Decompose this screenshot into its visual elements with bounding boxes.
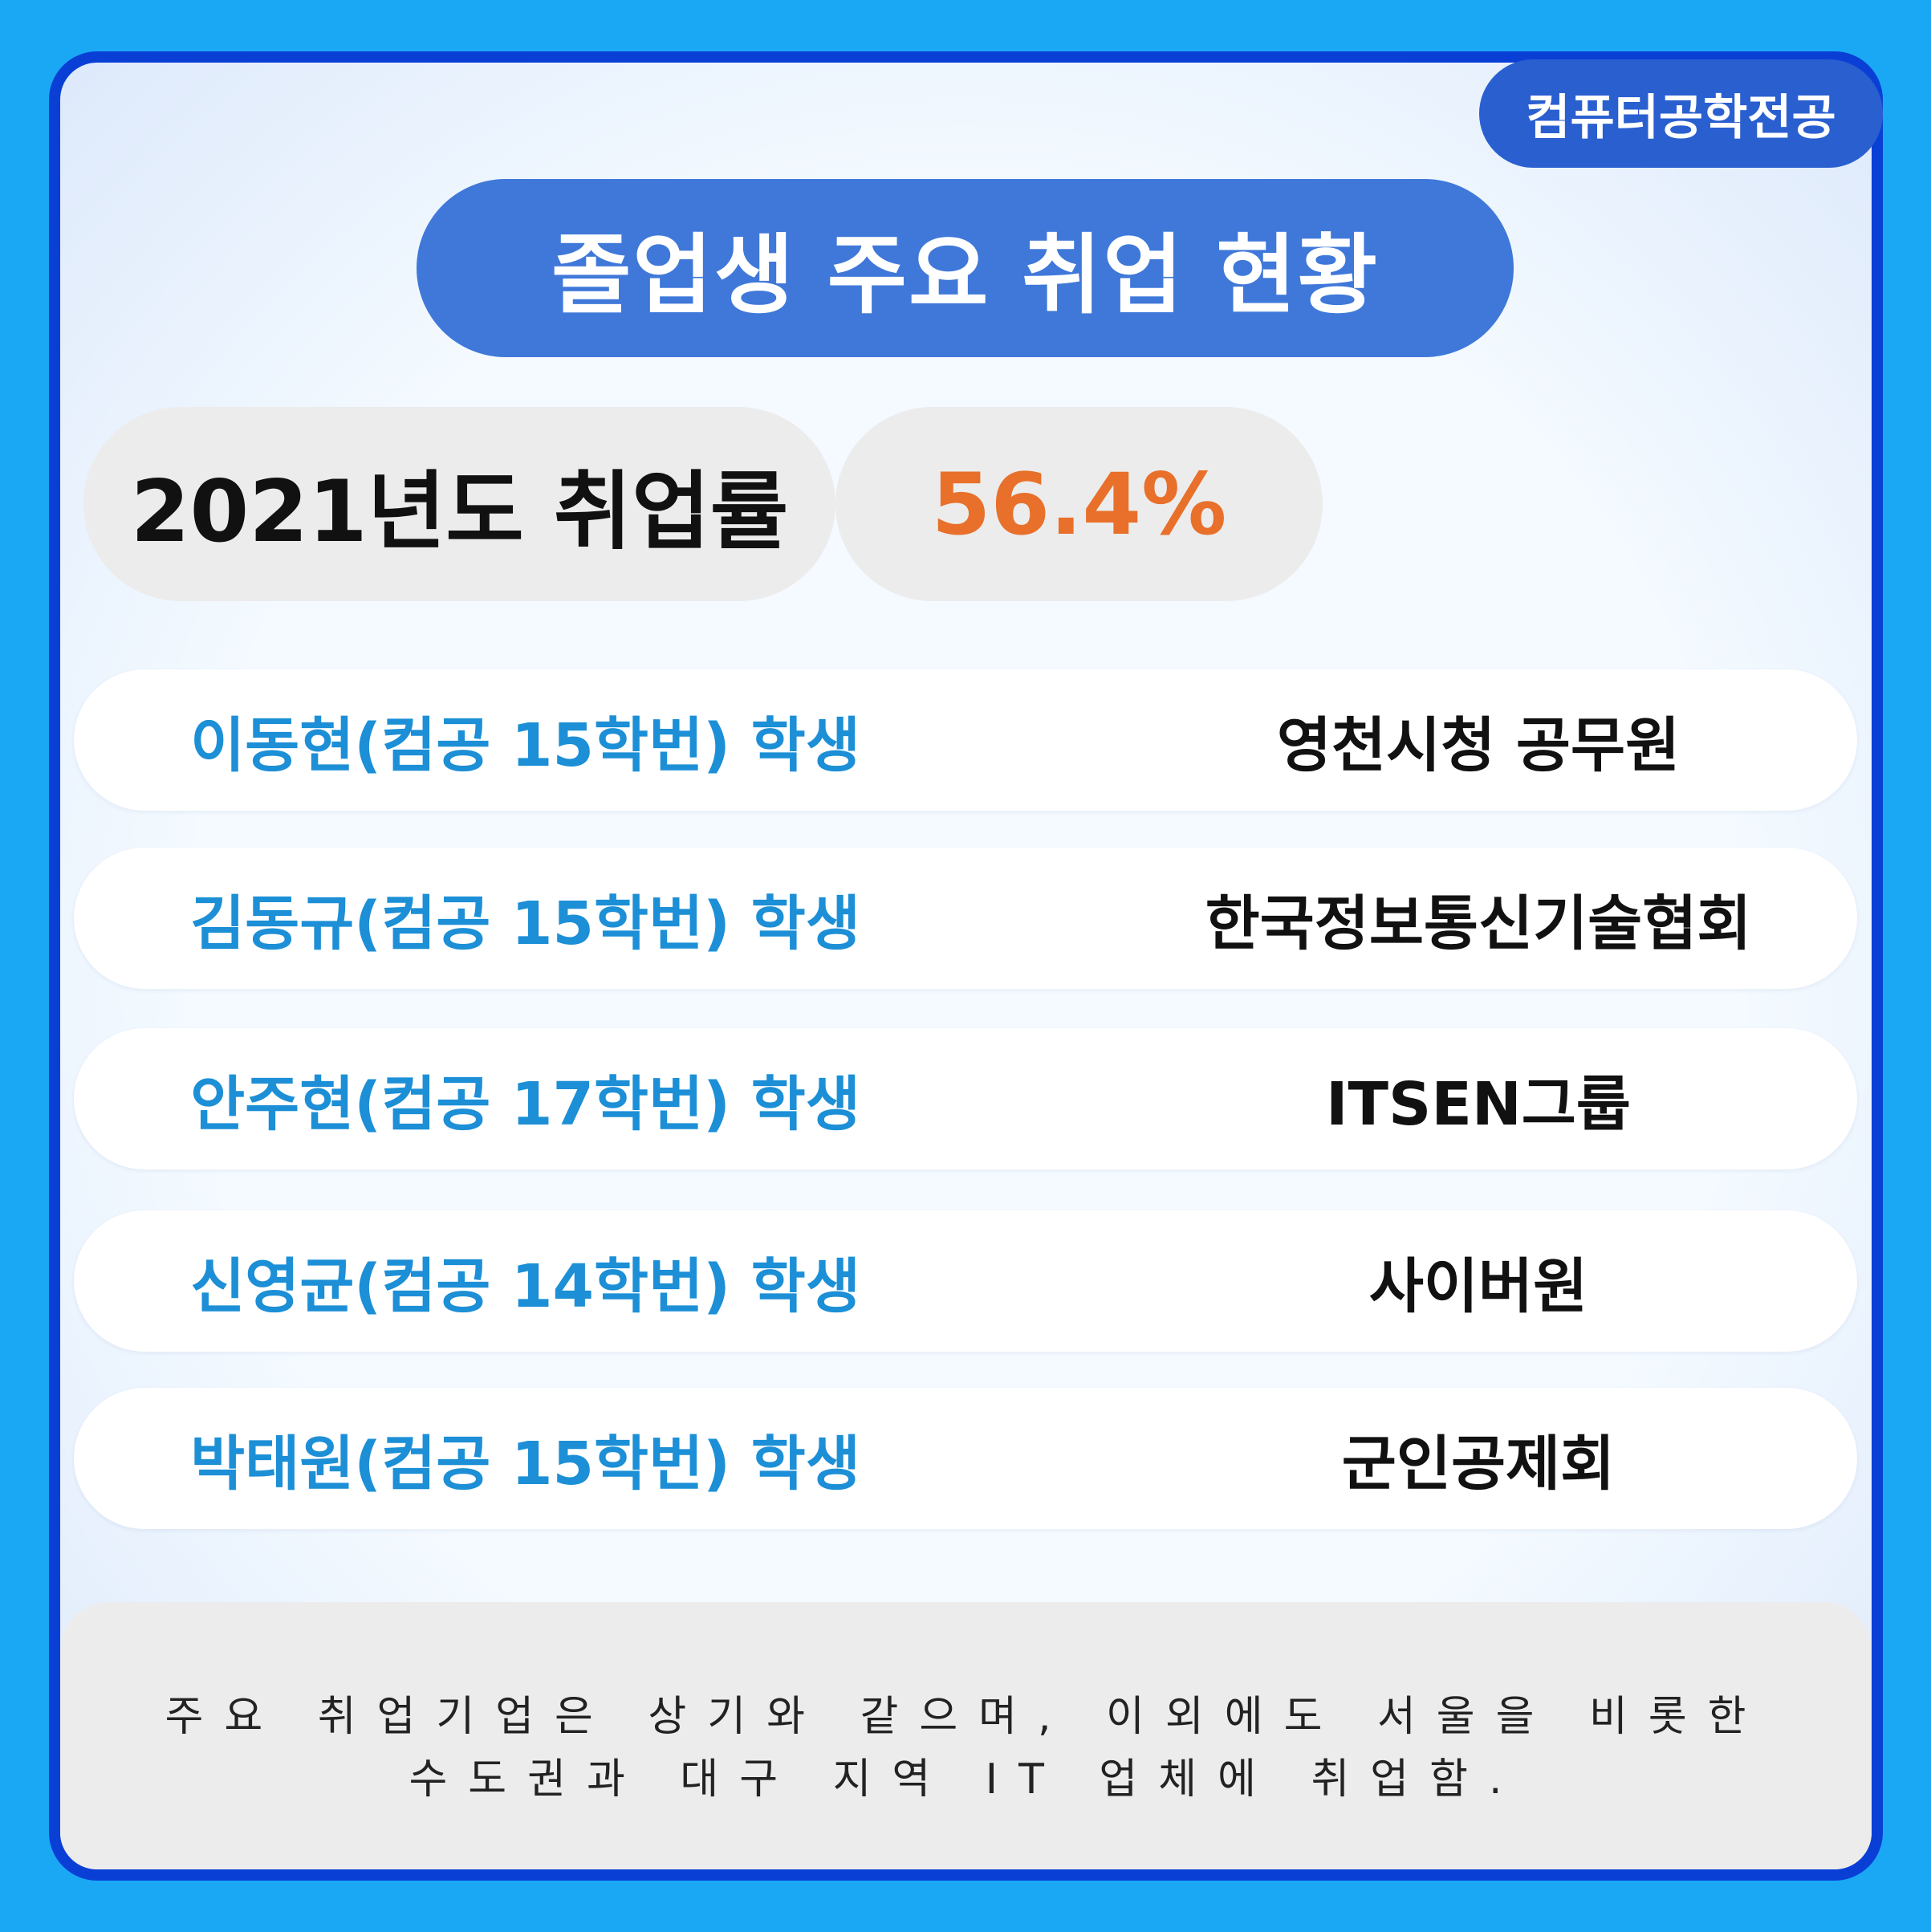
graduate-name: 안주현(컴공 17학번) 학생	[190, 1069, 860, 1139]
employment-rate-label: 2021년도 취업률	[83, 407, 835, 601]
footer-line-2: 수도권과 대구 지역 IT 업체에 취업함.	[409, 1755, 1523, 1804]
list-item: 박태원(컴공 15학번) 학생 군인공제회	[74, 1388, 1857, 1529]
graduate-name: 이동현(컴공 15학번) 학생	[190, 710, 860, 780]
employer: 사이버원	[1368, 1251, 1588, 1321]
employer: 영천시청 공무원	[1276, 710, 1681, 780]
graduate-name: 박태원(컴공 15학번) 학생	[190, 1429, 860, 1499]
employer: ITSEN그룹	[1326, 1069, 1631, 1139]
graduate-name: 김동규(컴공 15학번) 학생	[190, 889, 860, 958]
page-title: 졸업생 주요 취업 현황	[417, 179, 1514, 357]
department-badge: 컴퓨터공학전공	[1479, 59, 1883, 168]
footer-line-1: 주요 취업기업은 상기와 같으며, 이외에도 서울을 비롯한	[165, 1693, 1767, 1741]
employment-rate-value: 56.4%	[835, 407, 1323, 601]
list-item: 신영균(컴공 14학번) 학생 사이버원	[74, 1210, 1857, 1352]
graduate-name: 신영균(컴공 14학번) 학생	[190, 1251, 860, 1321]
list-item: 김동규(컴공 15학번) 학생 한국정보통신기술협회	[74, 848, 1857, 989]
employer: 한국정보통신기술협회	[1205, 889, 1752, 958]
list-item: 이동현(컴공 15학번) 학생 영천시청 공무원	[74, 669, 1857, 811]
employer: 군인공제회	[1341, 1429, 1616, 1499]
list-item: 안주현(컴공 17학번) 학생 ITSEN그룹	[74, 1028, 1857, 1169]
footer-note: 주요 취업기업은 상기와 같으며, 이외에도 서울을 비롯한 수도권과 대구 지…	[60, 1602, 1872, 1869]
